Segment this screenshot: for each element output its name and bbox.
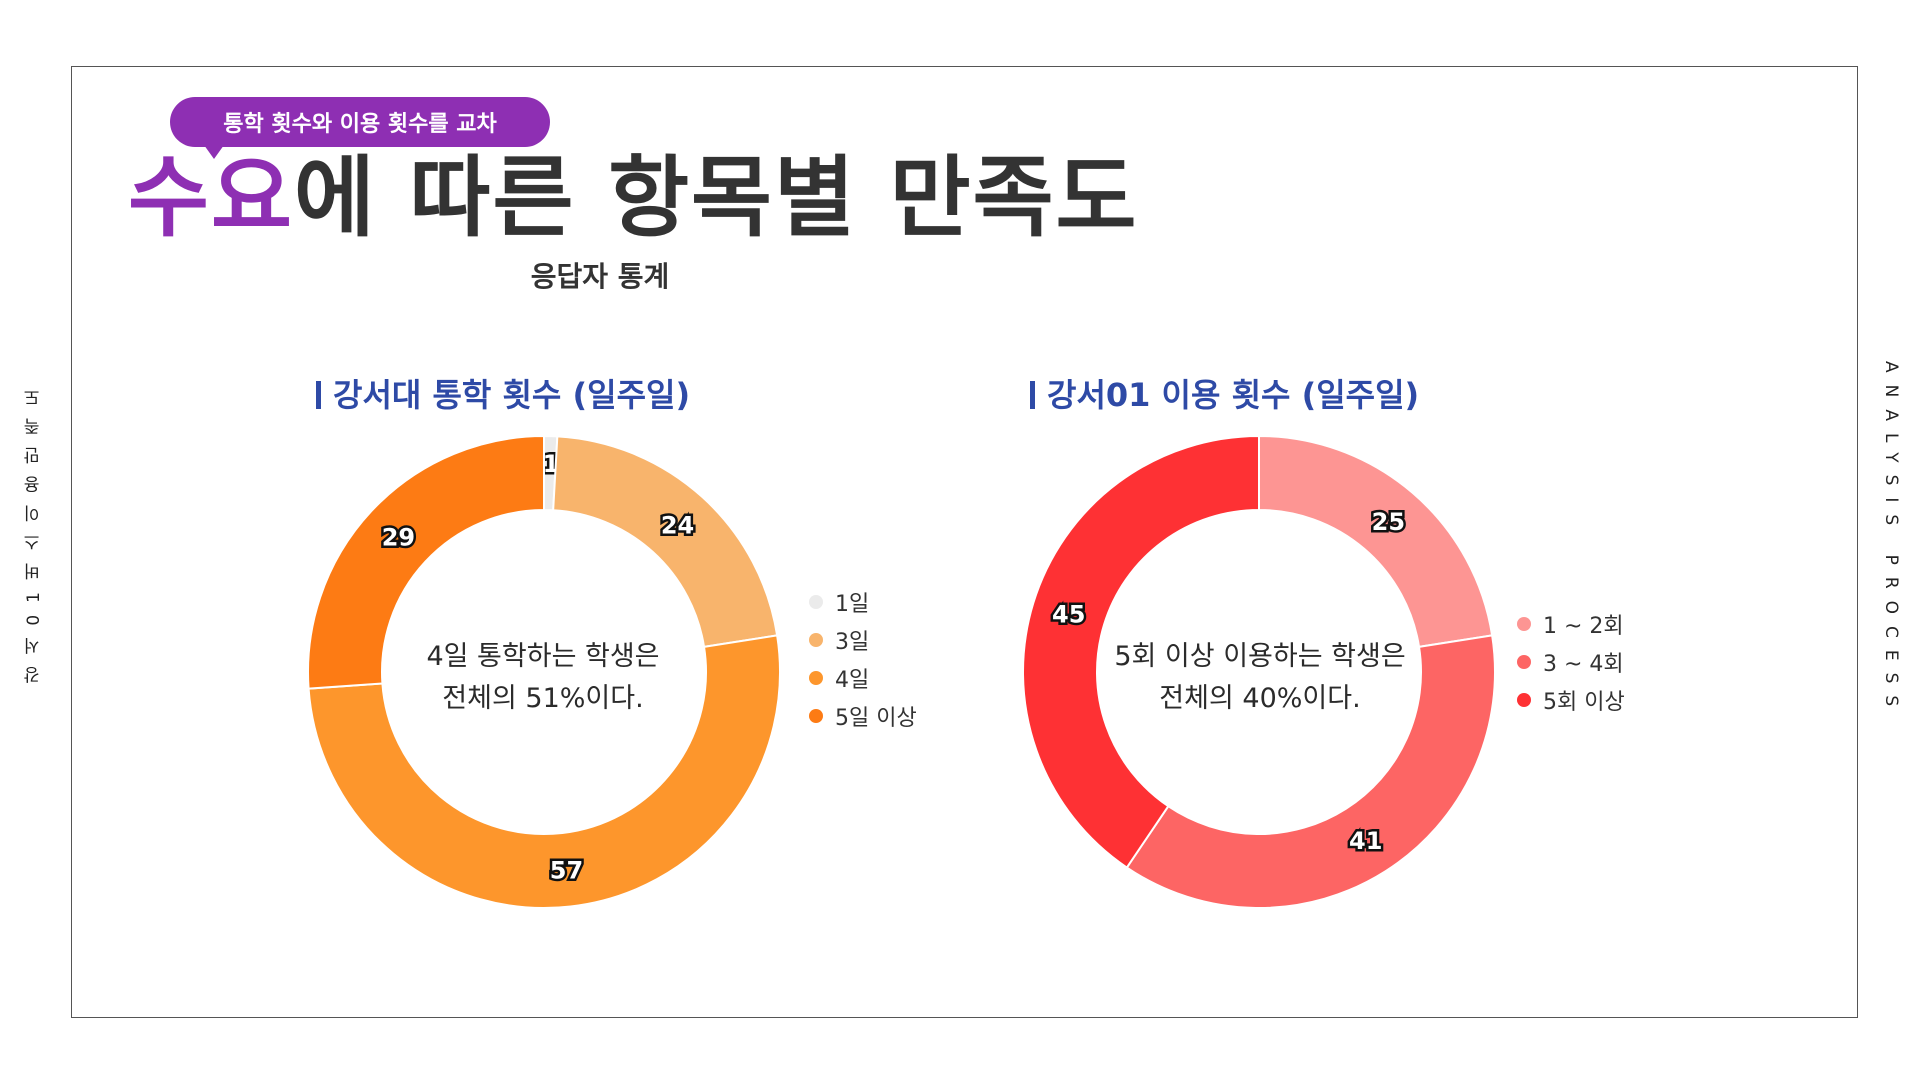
chart-1-legend: 1일 3일 4일 5일 이상 — [809, 583, 917, 735]
chart-1-legend-label: 1일 — [835, 592, 870, 617]
page-title-rest: 에 따른 항목별 만족도 — [293, 146, 1139, 249]
chart-1-slice-3 — [307, 634, 781, 910]
chart-1-center-text: 4일 통학하는 학생은 전체의 51%이다. — [403, 636, 683, 720]
chart-2-legend-item: 1 ~ 2회 — [1517, 605, 1625, 643]
chart-1-legend-swatch — [809, 633, 823, 647]
speech-bubble-text: 통학 횟수와 이용 횟수를 교차 — [223, 112, 497, 137]
chart-2-legend-item: 3 ~ 4회 — [1517, 643, 1625, 681]
chart-2-title: 강서01 이용 횟수 (일주일) — [1030, 370, 1419, 416]
chart-1-center-line1: 4일 통학하는 학생은 — [426, 641, 660, 672]
chart-1-legend-label: 3일 — [835, 630, 870, 655]
chart-2-legend-swatch — [1517, 655, 1531, 669]
chart-2-slice-2 — [1125, 634, 1496, 909]
chart-1-title: 강서대 통학 횟수 (일주일) — [316, 370, 690, 416]
chart-2-legend-item: 5회 이상 — [1517, 681, 1625, 719]
chart-1-title-text: 강서대 통학 횟수 (일주일) — [333, 376, 691, 414]
chart-2-legend-label: 3 ~ 4회 — [1543, 652, 1624, 677]
chart-2-legend-swatch — [1517, 617, 1531, 631]
chart-2-legend: 1 ~ 2회 3 ~ 4회 5회 이상 — [1517, 605, 1625, 719]
side-label-right: ANALYSIS PROCESS — [1878, 320, 1904, 760]
chart-2-data-label-2: 41 — [1349, 827, 1382, 855]
chart-2-slice-3 — [1022, 434, 1260, 869]
speech-bubble: 통학 횟수와 이용 횟수를 교차 — [170, 97, 550, 147]
chart-1-slice-2 — [552, 435, 779, 649]
content-frame — [71, 66, 1858, 1018]
chart-2-legend-label: 5회 이상 — [1543, 690, 1625, 715]
chart-1-legend-swatch — [809, 671, 823, 685]
chart-1-legend-item: 1일 — [809, 583, 917, 621]
page-title: 수요에 따른 항목별 만족도 — [128, 148, 1138, 248]
side-label-right-text: ANALYSIS PROCESS — [1881, 361, 1901, 719]
chart-2-center-text: 5회 이상 이용하는 학생은 전체의 40%이다. — [1110, 636, 1410, 720]
chart-2-legend-label: 1 ~ 2회 — [1543, 614, 1624, 639]
chart-2-center-line1: 5회 이상 이용하는 학생은 — [1114, 641, 1406, 672]
chart-1-center-line2: 전체의 51%이다. — [442, 683, 644, 714]
chart-1-title-bar — [316, 381, 321, 409]
chart-1-legend-item: 3일 — [809, 621, 917, 659]
chart-2-data-label-1: 25 — [1372, 508, 1405, 536]
chart-1-slice-4 — [307, 434, 545, 690]
chart-2-center-line2: 전체의 40%이다. — [1159, 683, 1361, 714]
chart-2-title-text: 강서01 이용 횟수 (일주일) — [1047, 376, 1420, 414]
speech-bubble-tail — [204, 145, 224, 159]
chart-1-data-label-2: 24 — [661, 511, 694, 539]
chart-1-legend-swatch — [809, 595, 823, 609]
page-subtitle: 응답자 통계 — [530, 260, 670, 293]
chart-2-legend-swatch — [1517, 693, 1531, 707]
chart-1-data-label-3: 57 — [550, 857, 583, 885]
chart-1-legend-item: 5일 이상 — [809, 697, 917, 735]
chart-2-slice-1 — [1258, 434, 1494, 649]
chart-1-data-label-4: 29 — [382, 523, 415, 551]
chart-2-data-label-3: 45 — [1052, 601, 1085, 629]
chart-2-title-bar — [1030, 381, 1035, 409]
page-title-highlight: 수요 — [128, 146, 294, 249]
chart-1-legend-label: 4일 — [835, 668, 870, 693]
chart-1-legend-item: 4일 — [809, 659, 917, 697]
chart-1-legend-swatch — [809, 709, 823, 723]
chart-1-legend-label: 5일 이상 — [835, 706, 917, 731]
